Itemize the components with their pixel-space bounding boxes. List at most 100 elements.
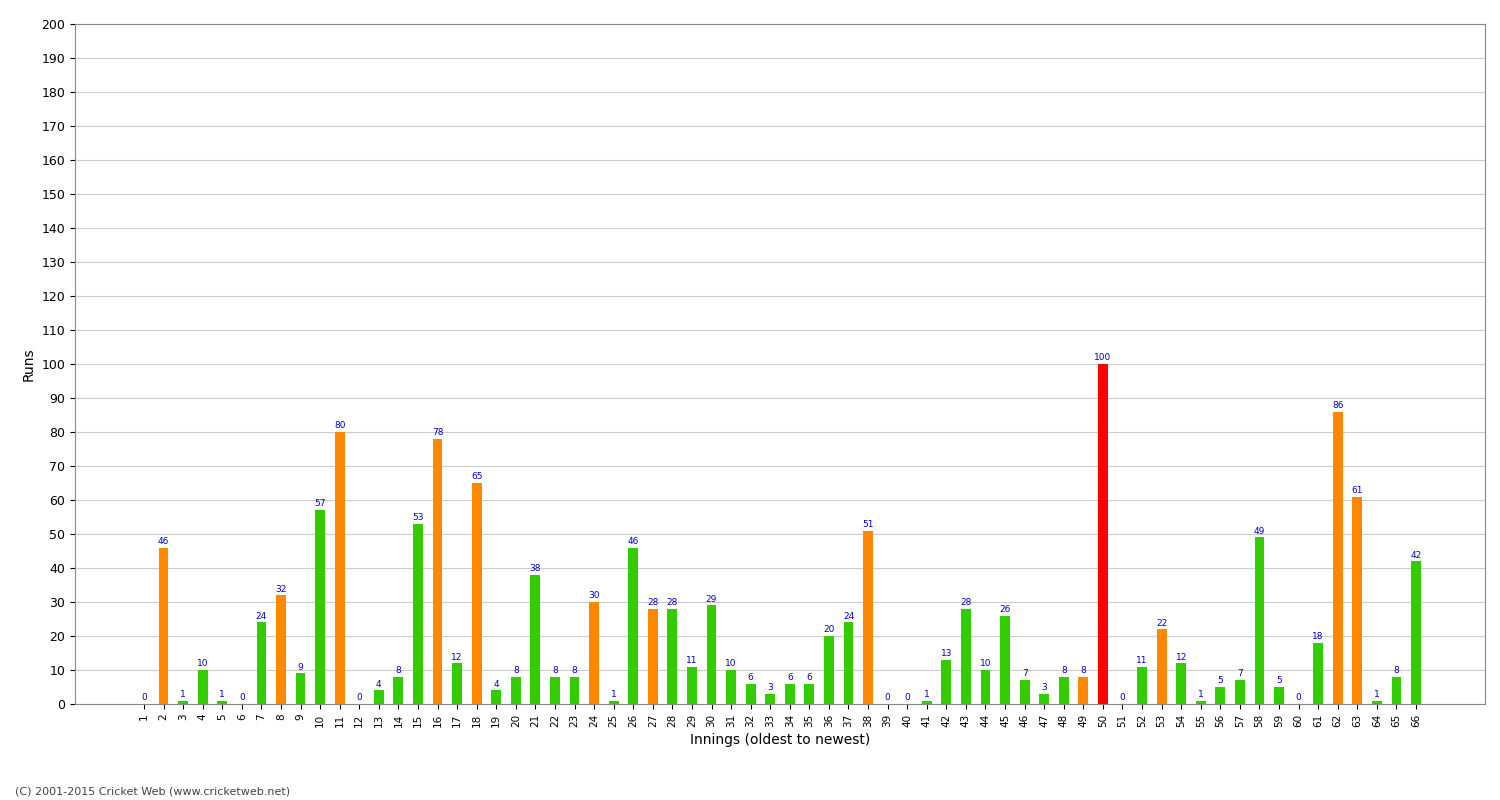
Text: 0: 0 <box>1119 694 1125 702</box>
Text: 0: 0 <box>885 694 891 702</box>
Bar <box>452 663 462 704</box>
Text: 20: 20 <box>824 626 834 634</box>
Bar <box>706 606 717 704</box>
Bar <box>256 622 267 704</box>
Bar <box>590 602 598 704</box>
Text: 61: 61 <box>1352 486 1364 495</box>
Text: 11: 11 <box>686 656 698 665</box>
Bar <box>1137 666 1148 704</box>
Y-axis label: Runs: Runs <box>22 347 36 381</box>
Bar <box>413 524 423 704</box>
Text: 1: 1 <box>924 690 930 699</box>
Bar <box>159 547 168 704</box>
Bar <box>472 483 482 704</box>
Text: 0: 0 <box>238 694 244 702</box>
Text: 78: 78 <box>432 428 444 437</box>
Text: 32: 32 <box>276 585 286 594</box>
Text: 100: 100 <box>1095 354 1112 362</box>
Text: 11: 11 <box>1137 656 1148 665</box>
Bar <box>804 683 814 704</box>
Bar <box>1000 616 1010 704</box>
Text: 12: 12 <box>452 653 464 662</box>
Text: 26: 26 <box>999 605 1011 614</box>
Bar <box>746 683 756 704</box>
Bar <box>296 674 306 704</box>
Bar <box>1059 677 1068 704</box>
Bar <box>1078 677 1088 704</box>
Bar <box>922 701 932 704</box>
Bar <box>668 609 678 704</box>
Text: 65: 65 <box>471 472 483 482</box>
Text: 1: 1 <box>610 690 616 699</box>
Bar <box>726 670 736 704</box>
Bar <box>512 677 520 704</box>
Bar <box>862 530 873 704</box>
Bar <box>1412 562 1420 704</box>
Bar <box>1392 677 1401 704</box>
Text: 4: 4 <box>494 680 500 689</box>
Text: 18: 18 <box>1312 632 1324 641</box>
Text: 57: 57 <box>315 499 326 509</box>
Text: 10: 10 <box>196 659 208 668</box>
Text: 6: 6 <box>788 673 792 682</box>
Text: 29: 29 <box>706 594 717 604</box>
Bar <box>1196 701 1206 704</box>
Text: 0: 0 <box>357 694 362 702</box>
Text: 46: 46 <box>627 537 639 546</box>
Bar <box>765 694 776 704</box>
Bar <box>1334 411 1342 704</box>
Text: 7: 7 <box>1238 670 1244 678</box>
Text: 46: 46 <box>158 537 170 546</box>
Bar <box>648 609 657 704</box>
Text: 38: 38 <box>530 564 542 573</box>
Text: 0: 0 <box>141 694 147 702</box>
Text: 49: 49 <box>1254 526 1264 536</box>
Text: 4: 4 <box>376 680 381 689</box>
Bar <box>628 547 638 704</box>
Bar <box>315 510 326 704</box>
Bar <box>981 670 990 704</box>
Bar <box>1176 663 1186 704</box>
Text: 3: 3 <box>1041 683 1047 692</box>
Text: 86: 86 <box>1332 401 1344 410</box>
Bar <box>609 701 618 704</box>
Bar <box>178 701 188 704</box>
Text: 1: 1 <box>1374 690 1380 699</box>
Text: 80: 80 <box>334 422 345 430</box>
Bar <box>334 432 345 704</box>
Text: 8: 8 <box>572 666 578 675</box>
Text: 0: 0 <box>904 694 910 702</box>
Text: 8: 8 <box>396 666 402 675</box>
Bar <box>824 636 834 704</box>
Bar <box>492 690 501 704</box>
Text: 13: 13 <box>940 649 952 658</box>
Bar <box>531 574 540 704</box>
Text: 22: 22 <box>1156 618 1167 627</box>
Text: 1: 1 <box>1198 690 1203 699</box>
Text: 7: 7 <box>1022 670 1028 678</box>
Bar <box>393 677 404 704</box>
Text: 5: 5 <box>1276 676 1282 686</box>
Text: 42: 42 <box>1410 550 1422 559</box>
Bar <box>843 622 854 704</box>
Text: (C) 2001-2015 Cricket Web (www.cricketweb.net): (C) 2001-2015 Cricket Web (www.cricketwe… <box>15 786 290 796</box>
Text: 0: 0 <box>1296 694 1302 702</box>
Bar <box>1314 643 1323 704</box>
X-axis label: Innings (oldest to newest): Innings (oldest to newest) <box>690 733 870 746</box>
Text: 28: 28 <box>646 598 658 607</box>
Bar <box>1040 694 1048 704</box>
Text: 53: 53 <box>413 513 423 522</box>
Text: 8: 8 <box>1394 666 1400 675</box>
Bar <box>198 670 207 704</box>
Text: 24: 24 <box>843 612 854 621</box>
Text: 8: 8 <box>513 666 519 675</box>
Bar <box>276 595 286 704</box>
Text: 28: 28 <box>960 598 972 607</box>
Text: 28: 28 <box>666 598 678 607</box>
Bar <box>1215 687 1225 704</box>
Text: 6: 6 <box>807 673 812 682</box>
Bar <box>432 438 442 704</box>
Text: 24: 24 <box>256 612 267 621</box>
Text: 51: 51 <box>862 520 874 529</box>
Bar <box>1234 680 1245 704</box>
